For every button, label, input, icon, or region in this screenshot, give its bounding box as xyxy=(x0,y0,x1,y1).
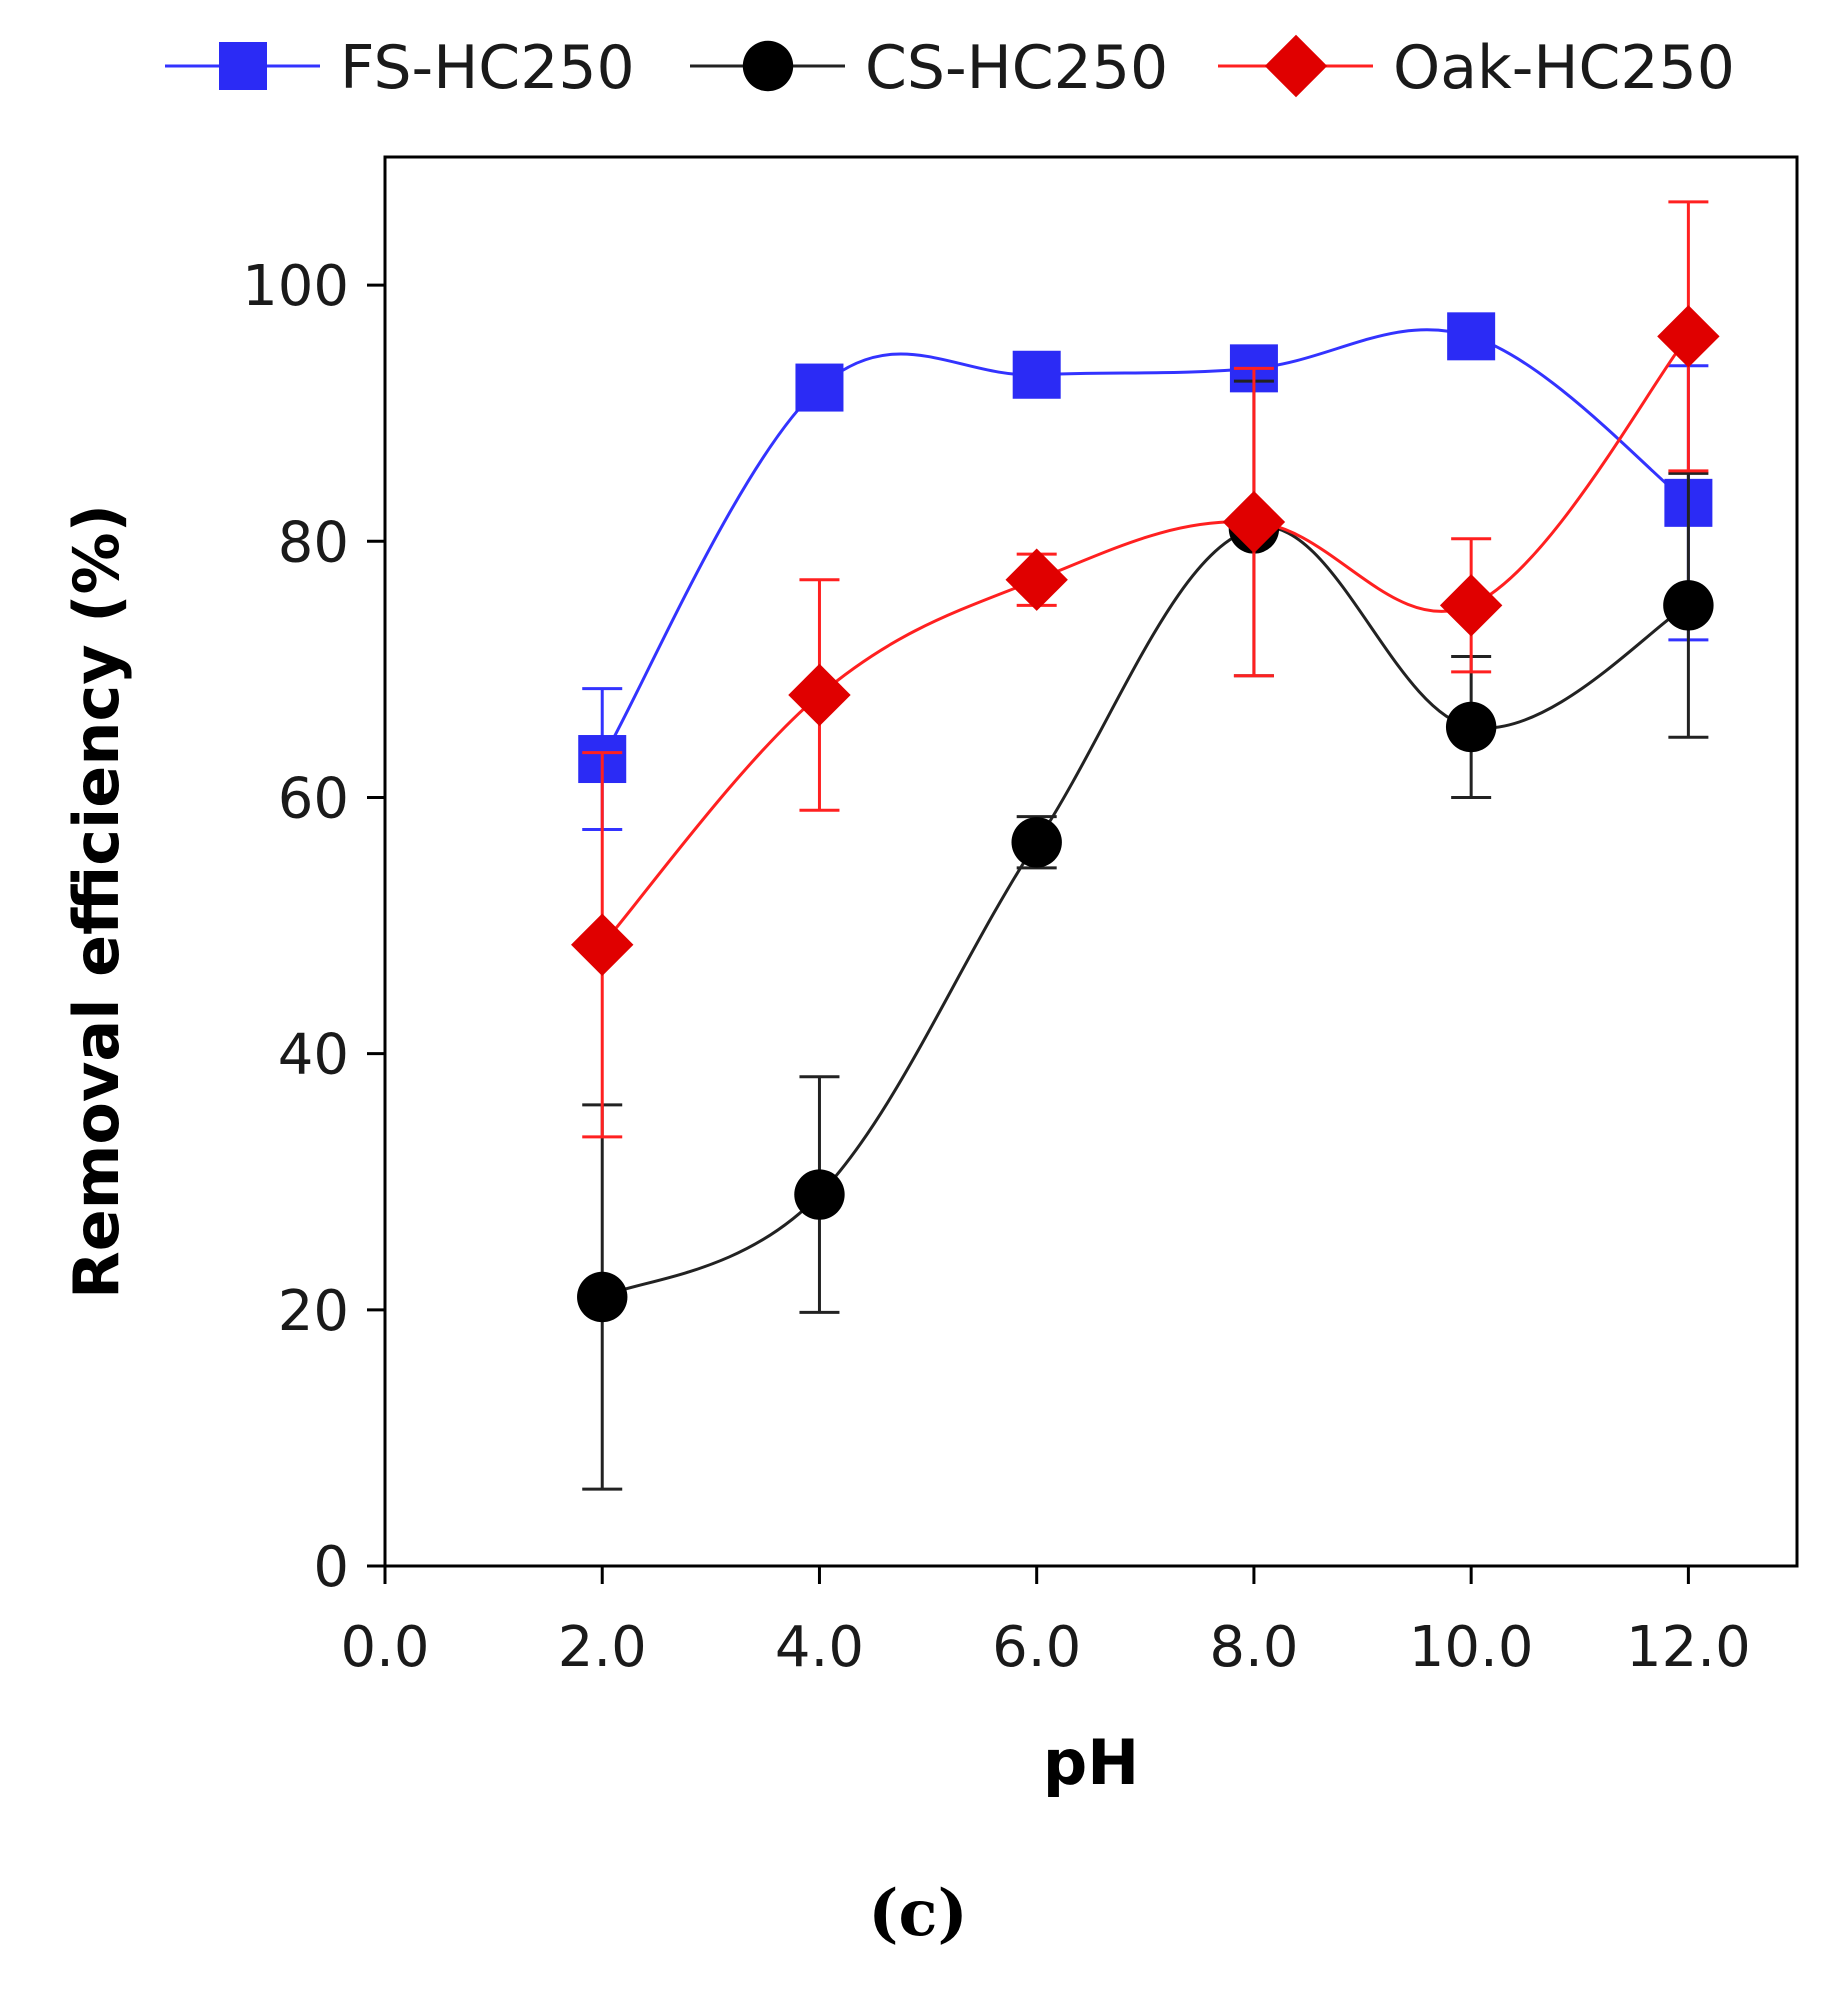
y-tick-label: 80 xyxy=(278,510,349,575)
data-point-cs-hc250 xyxy=(577,1271,628,1323)
data-point-cs-hc250 xyxy=(794,1169,845,1220)
data-point-oak-hc250 xyxy=(1439,574,1503,637)
y-tick-label: 20 xyxy=(278,1279,349,1344)
legend-item-oak-hc250: Oak-HC250 xyxy=(1218,33,1735,103)
data-point-oak-hc250 xyxy=(571,913,634,976)
y-tick-label: 100 xyxy=(242,254,349,319)
data-point-oak-hc250 xyxy=(1005,548,1068,611)
legend-item-fs-hc250: FS-HC250 xyxy=(165,33,635,103)
legend-label-oak-hc250: Oak-HC250 xyxy=(1393,33,1735,103)
y-tick-label: 0 xyxy=(313,1535,349,1600)
x-tick-label: 0.0 xyxy=(340,1615,429,1680)
series-oak-hc250 xyxy=(571,200,1720,1139)
data-point-fs-hc250 xyxy=(1447,312,1496,361)
legend: FS-HC250 CS-HC250 Oak-HC250 xyxy=(165,33,1735,103)
series-fs-hc250 xyxy=(578,312,1713,831)
x-tick-label: 12.0 xyxy=(1626,1615,1751,1680)
data-point-cs-hc250 xyxy=(1011,817,1062,868)
legend-item-cs-hc250: CS-HC250 xyxy=(690,33,1168,103)
y-axis-title: Removal efficiency (%) xyxy=(60,504,133,1299)
legend-label-fs-hc250: FS-HC250 xyxy=(340,33,635,103)
panel-label: (c) xyxy=(868,1876,968,1951)
axis-ticks: 0 20 40 60 80 100 0.0 2.0 4.0 6.0 8.0 10.0 12.0 xyxy=(242,254,1751,1680)
legend-marker-cs-hc250 xyxy=(742,40,794,92)
y-tick-label: 60 xyxy=(278,766,349,831)
data-point-oak-hc250 xyxy=(1222,490,1286,554)
y-tick-label: 40 xyxy=(278,1023,349,1088)
series-line-fs-hc250 xyxy=(600,328,1690,760)
data-point-cs-hc250 xyxy=(1445,701,1497,753)
series-line-cs-hc250 xyxy=(601,525,1690,1299)
legend-marker-fs-hc250 xyxy=(219,42,267,90)
data-point-fs-hc250 xyxy=(1012,350,1061,399)
series-cs-hc250 xyxy=(577,379,1714,1491)
data-point-cs-hc250 xyxy=(1663,580,1714,631)
data-point-oak-hc250 xyxy=(1657,305,1720,368)
data-point-fs-hc250 xyxy=(795,363,844,412)
x-tick-label: 4.0 xyxy=(775,1615,864,1680)
x-tick-label: 2.0 xyxy=(558,1615,647,1680)
legend-label-cs-hc250: CS-HC250 xyxy=(865,33,1168,103)
legend-marker-oak-hc250 xyxy=(1264,34,1328,98)
x-tick-label: 10.0 xyxy=(1409,1615,1534,1680)
series-line-oak-hc250 xyxy=(601,335,1690,946)
series-layer xyxy=(571,200,1720,1491)
plot-area-frame xyxy=(383,155,1799,1568)
data-point-oak-hc250 xyxy=(788,663,851,727)
x-tick-label: 6.0 xyxy=(992,1615,1081,1680)
x-tick-label: 8.0 xyxy=(1209,1615,1298,1680)
x-axis-title: pH xyxy=(1043,1726,1139,1799)
